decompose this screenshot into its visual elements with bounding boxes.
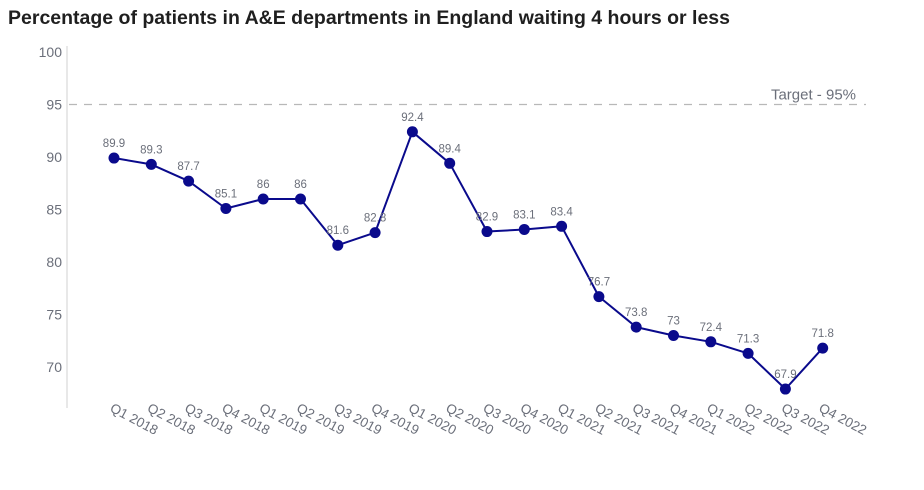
data-label: 67.9: [774, 369, 796, 381]
data-point: [183, 175, 195, 187]
data-point: [705, 336, 717, 348]
data-point: [145, 158, 157, 170]
data-point: [108, 152, 120, 164]
data-label: 82.8: [364, 213, 386, 225]
y-tick-labels: 100 95 90 85 80 75 70: [39, 44, 63, 375]
data-point: [220, 202, 232, 214]
data-label: 87.7: [177, 161, 199, 173]
data-points: [108, 126, 829, 395]
data-point: [406, 126, 418, 138]
target-line-label: Target - 95%: [771, 87, 856, 104]
y-tick-label: 80: [46, 254, 62, 270]
data-label: 71.8: [812, 328, 834, 340]
data-point: [481, 226, 493, 238]
y-tick-label: 90: [46, 149, 62, 165]
y-tick-label: 85: [46, 202, 62, 218]
data-label: 71.3: [737, 333, 759, 345]
data-point: [295, 193, 306, 205]
data-point: [593, 291, 605, 303]
data-point: [369, 227, 381, 239]
data-label: 76.7: [588, 277, 610, 289]
data-point: [332, 239, 344, 251]
chart-title: Percentage of patients in A&E department…: [8, 7, 730, 29]
target-line-group: Target - 95%: [69, 87, 866, 106]
y-tick-label: 75: [46, 307, 62, 323]
data-labels: 89.9 89.3 87.7 85.1 86 86 81.6 82.8 92.4 89.4 82.9…: [103, 112, 834, 381]
y-tick-label: 70: [46, 359, 62, 375]
data-label: 73.8: [625, 307, 647, 319]
data-label: 89.9: [103, 138, 125, 150]
data-point: [817, 342, 829, 354]
data-point: [556, 220, 568, 232]
data-label: 83.4: [550, 206, 573, 218]
data-point: [518, 223, 530, 235]
data-label: 85.1: [215, 188, 237, 200]
data-label: 83.1: [513, 209, 535, 221]
data-label: 82.9: [476, 212, 498, 224]
y-tick-label: 95: [46, 97, 62, 113]
data-point: [444, 157, 456, 169]
data-label: 89.3: [140, 144, 162, 156]
y-tick-label: 100: [39, 44, 63, 60]
data-label: 86: [294, 179, 307, 191]
data-point: [742, 347, 754, 359]
data-point: [779, 383, 791, 395]
data-point: [630, 321, 642, 333]
data-label: 81.6: [327, 225, 349, 237]
series-line-group: [113, 130, 824, 390]
data-label: 72.4: [700, 322, 723, 334]
data-point: [668, 330, 679, 341]
series-line: [113, 130, 824, 390]
data-label: 86: [257, 179, 270, 191]
data-point: [257, 193, 269, 205]
data-label: 89.4: [439, 143, 462, 155]
data-label: 92.4: [401, 112, 424, 124]
data-label: 73: [667, 316, 680, 328]
